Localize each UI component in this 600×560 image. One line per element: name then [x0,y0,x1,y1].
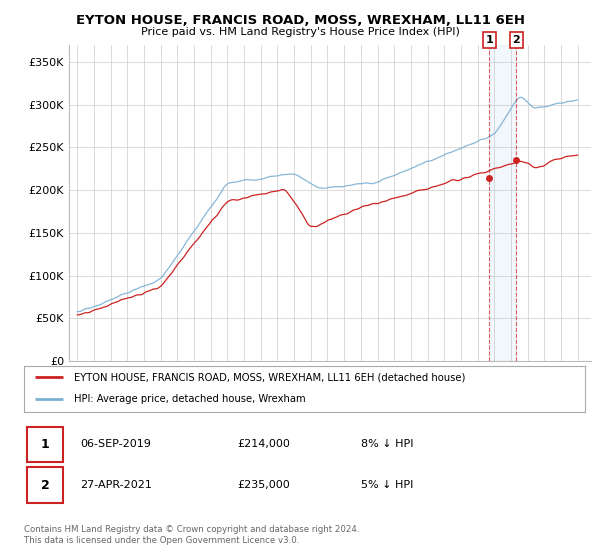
Text: 1: 1 [41,438,49,451]
Text: HPI: Average price, detached house, Wrexham: HPI: Average price, detached house, Wrex… [74,394,306,404]
Text: £214,000: £214,000 [237,439,290,449]
Text: 1: 1 [485,35,493,45]
Text: 2: 2 [41,479,49,492]
Text: Price paid vs. HM Land Registry's House Price Index (HPI): Price paid vs. HM Land Registry's House … [140,27,460,37]
Text: £235,000: £235,000 [237,480,290,490]
Text: 2: 2 [512,35,520,45]
Text: 06-SEP-2019: 06-SEP-2019 [80,439,151,449]
Text: Contains HM Land Registry data © Crown copyright and database right 2024.: Contains HM Land Registry data © Crown c… [24,525,359,534]
Text: EYTON HOUSE, FRANCIS ROAD, MOSS, WREXHAM, LL11 6EH (detached house): EYTON HOUSE, FRANCIS ROAD, MOSS, WREXHAM… [74,372,466,382]
FancyBboxPatch shape [27,467,63,503]
Text: 8% ↓ HPI: 8% ↓ HPI [361,439,413,449]
Text: EYTON HOUSE, FRANCIS ROAD, MOSS, WREXHAM, LL11 6EH: EYTON HOUSE, FRANCIS ROAD, MOSS, WREXHAM… [76,14,524,27]
Bar [490,45,517,361]
Text: This data is licensed under the Open Government Licence v3.0.: This data is licensed under the Open Gov… [24,536,299,545]
FancyBboxPatch shape [27,427,63,462]
Text: 27-APR-2021: 27-APR-2021 [80,480,152,490]
Text: 5% ↓ HPI: 5% ↓ HPI [361,480,413,490]
